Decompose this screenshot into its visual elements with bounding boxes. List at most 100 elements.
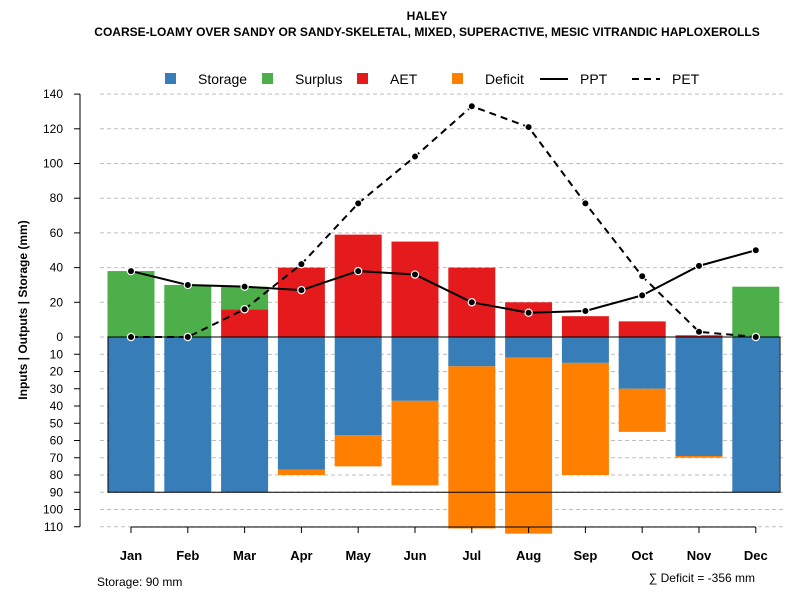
- x-tick-label: Aug: [516, 548, 541, 563]
- x-tick-label: Mar: [233, 548, 256, 563]
- bar-series: [107, 234, 781, 534]
- pet-point: [126, 332, 136, 342]
- y-tick-label: 100: [43, 157, 63, 171]
- storage-bar: [675, 337, 723, 457]
- y-axis-label: Inputs | Outputs | Storage (mm): [16, 220, 30, 399]
- x-tick-label: Jul: [462, 548, 481, 563]
- pet-point: [638, 272, 647, 281]
- deficit-bar: [618, 388, 666, 432]
- aet-bar: [561, 316, 609, 337]
- y-tick-label: 30: [50, 382, 64, 396]
- legend-aet-label: AET: [390, 71, 418, 87]
- storage-bar: [448, 337, 496, 367]
- storage-bar: [221, 337, 269, 493]
- x-tick-label: Jun: [403, 548, 426, 563]
- legend-surplus-swatch: [262, 73, 273, 84]
- ppt-point: [183, 280, 192, 290]
- ppt-point: [581, 306, 590, 316]
- y-tick-label: 110: [44, 520, 63, 534]
- y-tick-label: 20: [50, 295, 64, 309]
- chart-legend: Storage Surplus AET Deficit PPT PET: [165, 71, 700, 87]
- y-tick-label: 140: [43, 87, 63, 101]
- deficit-bar: [505, 357, 553, 534]
- aet-bar: [334, 234, 382, 337]
- x-tick-label: May: [346, 548, 372, 563]
- storage-bar: [107, 337, 155, 493]
- y-tick-label: 20: [50, 365, 64, 379]
- pet-point: [410, 152, 420, 161]
- legend-aet-swatch: [357, 73, 368, 84]
- aet-bar: [277, 267, 325, 337]
- deficit-bar: [277, 469, 325, 475]
- x-tick-label: Jan: [120, 548, 142, 563]
- ppt-point: [354, 266, 363, 276]
- legend-surplus-label: Surplus: [295, 71, 342, 87]
- deficit-bar: [675, 456, 723, 458]
- ppt-line: [130, 249, 757, 314]
- surplus-bar: [732, 286, 780, 337]
- pet-point: [694, 327, 704, 336]
- deficit-bar: [448, 366, 496, 529]
- legend-deficit-swatch: [452, 73, 463, 84]
- legend-storage-label: Storage: [198, 71, 247, 87]
- y-tick-label: 10: [50, 347, 64, 361]
- footer-deficit-sum: ∑ Deficit = -356 mm: [649, 571, 755, 585]
- legend-deficit-label: Deficit: [485, 71, 524, 87]
- ppt-point: [751, 246, 761, 255]
- ppt-point: [694, 261, 704, 271]
- x-tick-label: Feb: [176, 548, 199, 563]
- pet-point: [524, 122, 533, 132]
- legend-pet-label: PET: [672, 71, 700, 87]
- pet-point: [354, 199, 363, 208]
- aet-bar: [391, 241, 439, 337]
- line-series: [126, 102, 761, 342]
- legend-storage-swatch: [165, 73, 176, 84]
- y-tick-label: 60: [50, 226, 64, 240]
- storage-bar: [618, 337, 666, 389]
- ppt-point: [126, 266, 136, 276]
- pet-point: [751, 332, 761, 342]
- storage-capacity-box: [107, 336, 781, 493]
- footer-storage: Storage: 90 mm: [97, 575, 182, 589]
- deficit-bar: [561, 362, 609, 475]
- y-tick-label: 70: [50, 451, 64, 465]
- deficit-bar: [391, 400, 439, 486]
- storage-bar: [277, 337, 325, 470]
- ppt-point: [467, 298, 476, 307]
- surplus-bar: [107, 271, 155, 337]
- x-tick-label: Sep: [573, 548, 597, 563]
- surplus-bar: [221, 286, 269, 310]
- pet-point: [297, 259, 306, 269]
- y-tick-label: 120: [43, 122, 63, 136]
- ppt-point: [638, 291, 647, 300]
- aet-bar: [618, 321, 666, 337]
- pet-point: [183, 332, 192, 342]
- y-tick-label: 100: [43, 503, 63, 517]
- pet-point: [240, 305, 249, 314]
- x-tick-label: Nov: [687, 548, 712, 563]
- y-tick-label: 40: [50, 399, 64, 413]
- x-tick-label: Apr: [290, 548, 312, 563]
- deficit-bar: [334, 435, 382, 467]
- y-tick-label: 80: [50, 468, 64, 482]
- storage-bar: [334, 337, 382, 436]
- storage-bar: [505, 337, 553, 358]
- storage-bar: [164, 337, 212, 493]
- storage-bar: [391, 337, 439, 401]
- chart-subtitle: COARSE-LOAMY OVER SANDY OR SANDY-SKELETA…: [94, 25, 759, 39]
- pet-point: [581, 199, 590, 208]
- axes: 0 20 40 60 80 100 120 140 10 20 30 40 50 60 70 80 90 100 1…: [43, 87, 768, 563]
- ppt-point: [297, 285, 306, 295]
- chart-title: HALEY: [407, 9, 448, 23]
- y-tick-label: 0: [56, 330, 63, 344]
- legend-ppt-label: PPT: [580, 71, 608, 87]
- y-tick-label: 80: [50, 191, 64, 205]
- pet-line: [131, 105, 756, 338]
- ppt-point: [410, 270, 420, 279]
- y-tick-label: 60: [50, 434, 64, 448]
- y-tick-label: 40: [50, 261, 64, 275]
- ppt-point: [524, 308, 533, 317]
- y-tick-label: 50: [50, 416, 64, 430]
- pet-point: [467, 102, 476, 111]
